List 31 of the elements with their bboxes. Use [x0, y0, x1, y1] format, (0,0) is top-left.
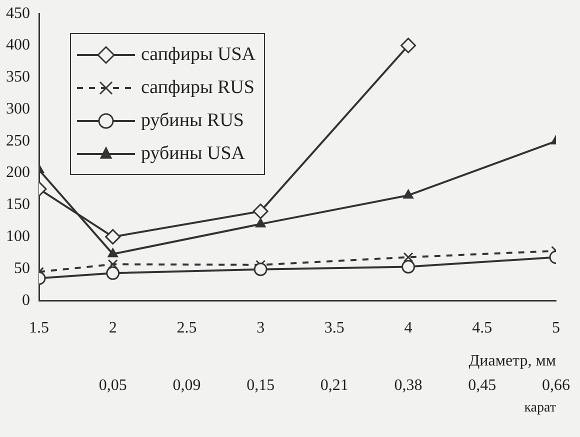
x-tick-label: 5 [552, 319, 560, 336]
x-tick-label: 3 [256, 319, 265, 336]
text: 0,09 [172, 376, 201, 394]
x-axis-title: Диаметр, мм [468, 352, 556, 370]
y-tick-label: 350 [6, 68, 30, 86]
text: 0,66 [542, 376, 570, 394]
x-tick-label: 4 [404, 319, 412, 336]
legend-label: сапфиры RUS [141, 76, 254, 98]
x-tick-label: 2.5 [176, 319, 197, 336]
y-tick-label: 0 [22, 292, 30, 309]
x-tick-label: 2 [108, 319, 117, 336]
x-tick-label: 4.5 [472, 319, 492, 336]
text: 0,05 [98, 376, 127, 394]
legend-label: рубины RUS [141, 110, 244, 132]
x-tick-label: 1.5 [29, 319, 49, 336]
y-tick-label: 50 [14, 260, 30, 277]
legend-label: рубины USA [141, 142, 246, 164]
text: 0,38 [394, 376, 422, 394]
legend-label: сапфиры USA [141, 44, 256, 66]
x-tick-label: 3.5 [324, 319, 344, 336]
y-tick-label: 150 [6, 196, 30, 214]
text: 0,45 [468, 376, 496, 394]
y-tick-label: 250 [6, 132, 30, 150]
y-tick-label: 450 [6, 4, 30, 22]
y-tick-label: 300 [6, 100, 30, 118]
y-tick-label: 400 [6, 36, 30, 54]
text: карат [524, 400, 556, 416]
text: 0,21 [320, 376, 348, 394]
y-tick-label: 200 [6, 164, 30, 182]
y-tick-label: 100 [6, 228, 30, 246]
text: 0,15 [246, 376, 275, 394]
